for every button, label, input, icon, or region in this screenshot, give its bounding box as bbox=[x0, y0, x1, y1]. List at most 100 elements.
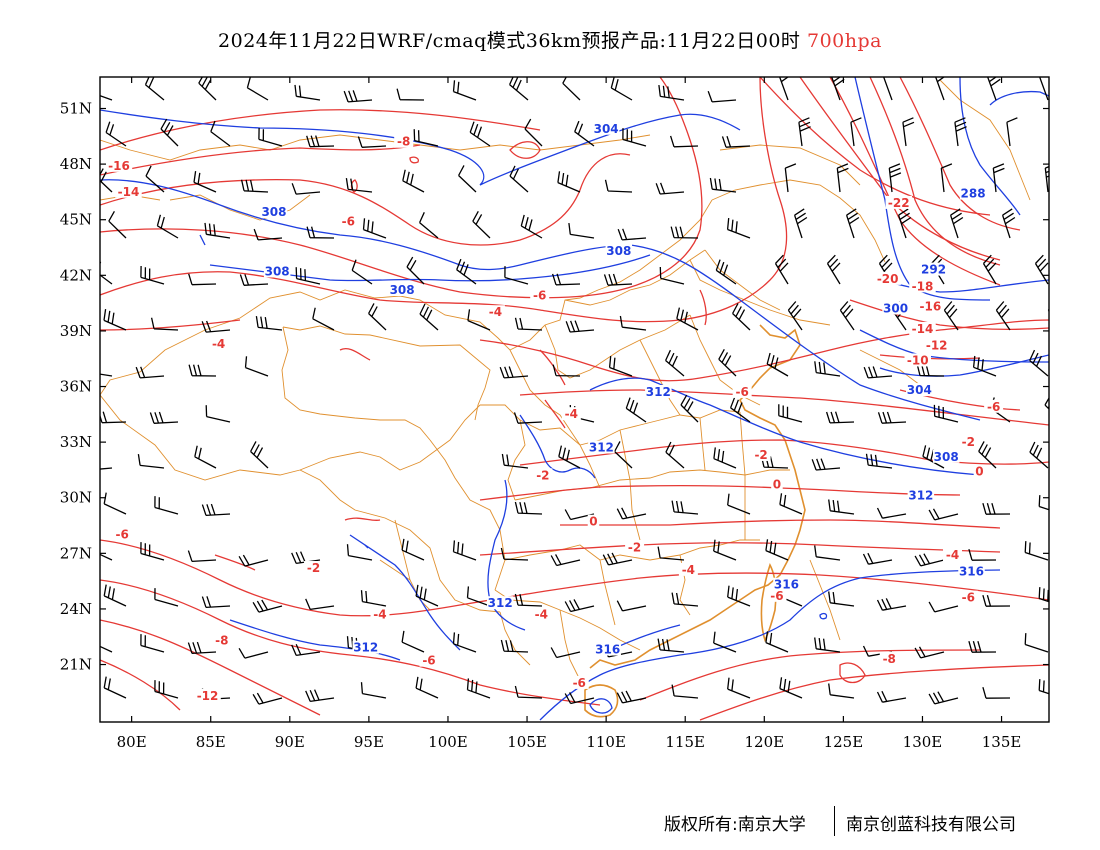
contour-label: -6 bbox=[422, 654, 435, 668]
contour-label-bg bbox=[958, 434, 978, 448]
wind-barb bbox=[252, 692, 283, 705]
wind-barb bbox=[135, 366, 165, 379]
wind-barb bbox=[928, 601, 959, 613]
contour-label-bg bbox=[984, 399, 1004, 413]
wind-barb bbox=[188, 273, 217, 286]
wind-barb bbox=[779, 77, 790, 101]
wind-barb bbox=[396, 88, 425, 101]
wind-barb bbox=[499, 366, 529, 379]
wind-barb bbox=[295, 267, 321, 285]
wind-barb bbox=[715, 259, 737, 285]
wind-barb bbox=[194, 445, 217, 469]
wind-barb bbox=[100, 261, 113, 285]
wind-barb bbox=[467, 309, 491, 331]
contour-label: 288 bbox=[961, 187, 986, 201]
contour-label-bg bbox=[338, 214, 358, 228]
wind-barb bbox=[902, 117, 915, 147]
contour-label: -2 bbox=[628, 541, 641, 555]
contour-label: 312 bbox=[646, 385, 671, 399]
wind-barb bbox=[982, 595, 1011, 607]
wind-barb bbox=[239, 274, 269, 286]
contour-label-bg bbox=[906, 383, 933, 397]
wind-barb bbox=[798, 117, 811, 147]
title-text: 2024年11月22日WRF/cmaq模式36km预报产品:11月22日00时 bbox=[218, 30, 801, 52]
wind-barb bbox=[1038, 495, 1049, 511]
contour-label: 308 bbox=[934, 450, 959, 464]
wind-barb bbox=[972, 355, 997, 377]
contour-label: 0 bbox=[975, 465, 983, 479]
copyright-text: 版权所有:南京大学 bbox=[664, 815, 806, 835]
contour-label: -4 bbox=[489, 305, 502, 319]
wind-barb bbox=[1006, 117, 1018, 147]
contour-label: -6 bbox=[533, 289, 546, 303]
contour-label-bg bbox=[904, 353, 931, 367]
wind-barb bbox=[105, 121, 127, 147]
contour-label-bg bbox=[394, 134, 414, 148]
wind-barb bbox=[995, 301, 1011, 331]
wind-barb bbox=[814, 545, 841, 561]
wind-barb bbox=[419, 212, 439, 239]
wind-barb bbox=[811, 458, 841, 471]
wind-barb bbox=[550, 647, 581, 659]
wind-barb bbox=[836, 163, 849, 193]
wind-barb bbox=[1047, 308, 1049, 313]
temperature-labels: -16-14-8-6-6-4-4-6-4-2-200-2-2 -4-4 -4-6-6… bbox=[105, 134, 1004, 703]
contour-label-bg bbox=[767, 588, 787, 602]
contour-label-bg bbox=[771, 477, 783, 491]
contour-label: -10 bbox=[907, 353, 929, 367]
wind-barb bbox=[406, 256, 425, 285]
wind-barb bbox=[357, 136, 387, 148]
y-tick-label: 21N bbox=[60, 656, 92, 674]
wind-barb bbox=[1038, 587, 1049, 603]
contour-label-bg bbox=[773, 577, 800, 591]
wind-barb bbox=[250, 441, 269, 469]
wind-barb bbox=[103, 676, 127, 699]
wind-barb bbox=[992, 163, 1005, 193]
wind-barb bbox=[862, 552, 893, 565]
wind-barb bbox=[509, 165, 529, 193]
wind-barb bbox=[949, 208, 964, 239]
contour-label-bg bbox=[569, 675, 589, 689]
y-tick-label: 30N bbox=[60, 489, 92, 507]
wind-barb bbox=[565, 320, 595, 333]
contour-label-bg bbox=[561, 407, 581, 421]
wind-barb bbox=[140, 265, 165, 285]
contour-label: -8 bbox=[215, 633, 228, 647]
wind-barb bbox=[238, 647, 269, 659]
wind-barb bbox=[727, 493, 751, 515]
wind-barb bbox=[238, 554, 269, 567]
contour-label-bg bbox=[923, 338, 950, 352]
wind-barb bbox=[144, 77, 165, 101]
wind-barb bbox=[1055, 209, 1067, 238]
wind-barb bbox=[659, 266, 685, 285]
contour-label-bg bbox=[105, 158, 133, 172]
wind-barb bbox=[509, 77, 529, 101]
contour-label-bg bbox=[212, 633, 232, 647]
wind-barb bbox=[343, 90, 373, 103]
contour-label-bg bbox=[304, 561, 324, 575]
contour-label-bg bbox=[112, 527, 132, 541]
height-labels: 304 308 308 308 308 312 312 312 312 312 316 316 316 3… bbox=[260, 121, 987, 657]
x-tick-label: 110E bbox=[586, 733, 626, 751]
wind-barb bbox=[610, 77, 633, 101]
y-tick-label: 39N bbox=[60, 322, 92, 340]
wind-barb bbox=[968, 549, 997, 561]
wind-barb bbox=[671, 592, 699, 607]
wind-barb bbox=[452, 540, 477, 561]
wind-barb bbox=[524, 118, 543, 147]
wind-barb bbox=[401, 538, 425, 561]
wind-barb bbox=[150, 317, 179, 331]
contour-label: -4 bbox=[946, 548, 959, 562]
footer-separator bbox=[834, 806, 835, 836]
wind-barb bbox=[187, 550, 217, 563]
contour-label-bg bbox=[678, 562, 698, 576]
x-axis: 80E 85E 90E 95E 100E 105E 110E 115E 120E 125E 130E… bbox=[117, 77, 1021, 751]
wind-barb bbox=[845, 208, 860, 239]
wind-barb bbox=[291, 183, 321, 195]
contour-label-bg bbox=[588, 440, 615, 454]
wind-barb bbox=[876, 507, 907, 519]
wind-barb bbox=[466, 678, 491, 699]
wind-barb bbox=[928, 508, 959, 521]
wind-barb bbox=[729, 396, 751, 423]
x-tick-label: 95E bbox=[354, 733, 384, 751]
